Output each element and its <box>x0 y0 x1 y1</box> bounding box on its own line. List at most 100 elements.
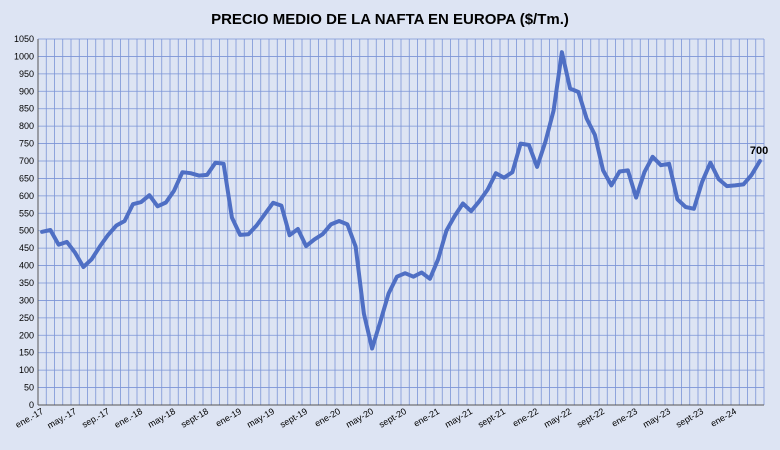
data-point <box>65 240 69 244</box>
data-point <box>98 244 102 248</box>
x-tick-label: ene-23 <box>610 406 639 429</box>
data-point <box>543 140 547 144</box>
data-point <box>601 168 605 172</box>
data-point <box>362 312 366 316</box>
data-point <box>494 171 498 175</box>
y-tick-label: 500 <box>19 226 34 236</box>
x-tick-label: ene-21 <box>412 406 441 429</box>
data-point <box>741 182 745 186</box>
data-point <box>172 189 176 193</box>
y-tick-label: 650 <box>19 173 34 183</box>
data-point <box>519 142 523 146</box>
data-point <box>321 232 325 236</box>
data-point <box>73 251 77 255</box>
y-tick-label: 850 <box>19 104 34 114</box>
data-point <box>403 271 407 275</box>
data-point <box>725 184 729 188</box>
y-tick-label: 100 <box>19 365 34 375</box>
data-point <box>90 257 94 261</box>
data-point <box>444 229 448 233</box>
x-tick-label: sept-23 <box>674 406 705 430</box>
data-point <box>246 232 250 236</box>
data-point <box>750 173 754 177</box>
data-point <box>48 228 52 232</box>
data-point <box>700 180 704 184</box>
data-point <box>609 183 613 187</box>
data-point <box>758 159 762 163</box>
data-point <box>164 200 168 204</box>
data-point <box>461 202 465 206</box>
data-point <box>222 162 226 166</box>
x-tick-label: ene-22 <box>511 406 540 429</box>
data-point <box>81 265 85 269</box>
x-tick-label: sept-22 <box>575 406 606 430</box>
data-point <box>684 205 688 209</box>
data-point <box>527 143 531 147</box>
data-point <box>213 161 217 165</box>
data-point <box>255 223 259 227</box>
x-tick-label: may-21 <box>443 406 474 430</box>
data-point <box>502 176 506 180</box>
data-point <box>634 196 638 200</box>
data-point <box>345 222 349 226</box>
data-point <box>560 50 564 54</box>
data-point <box>593 133 597 137</box>
y-tick-label: 250 <box>19 313 34 323</box>
y-tick-label: 750 <box>19 139 34 149</box>
y-tick-label: 450 <box>19 243 34 253</box>
x-tick-label: ene.-18 <box>113 406 144 430</box>
y-tick-label: 300 <box>19 295 34 305</box>
data-point <box>395 275 399 279</box>
data-point <box>279 204 283 208</box>
y-tick-label: 1050 <box>14 34 34 44</box>
data-point <box>288 233 292 237</box>
data-point <box>189 171 193 175</box>
data-point <box>147 193 151 197</box>
data-point <box>708 161 712 165</box>
y-tick-label: 0 <box>29 400 34 410</box>
data-point <box>57 243 61 247</box>
x-tick-label: sept-21 <box>476 406 507 430</box>
y-tick-label: 200 <box>19 330 34 340</box>
data-point <box>296 227 300 231</box>
data-point <box>477 199 481 203</box>
series-line <box>40 50 762 351</box>
data-point <box>576 90 580 94</box>
data-point <box>354 244 358 248</box>
x-tick-label: may.-17 <box>46 406 79 431</box>
data-point <box>197 174 201 178</box>
data-point <box>114 223 118 227</box>
y-tick-label: 150 <box>19 348 34 358</box>
data-point <box>156 204 160 208</box>
data-point <box>659 163 663 167</box>
x-tick-label: ene-20 <box>313 406 342 429</box>
data-point <box>692 207 696 211</box>
x-tick-label: ene-19 <box>214 406 243 429</box>
y-tick-label: 700 <box>19 156 34 166</box>
data-point <box>420 271 424 275</box>
data-point <box>453 214 457 218</box>
data-point <box>651 155 655 159</box>
y-tick-label: 1000 <box>14 51 34 61</box>
data-point <box>626 168 630 172</box>
data-point <box>510 170 514 174</box>
y-tick-label: 350 <box>19 278 34 288</box>
x-tick-label: sept-18 <box>179 406 210 430</box>
y-tick-label: 550 <box>19 208 34 218</box>
data-point <box>411 275 415 279</box>
y-tick-label: 600 <box>19 191 34 201</box>
data-point <box>271 201 275 205</box>
data-point <box>40 230 44 234</box>
x-tick-label: ene-24 <box>709 406 738 429</box>
y-tick-label: 400 <box>19 261 34 271</box>
x-tick-label: may-20 <box>344 406 375 430</box>
y-tick-label: 800 <box>19 121 34 131</box>
data-point <box>230 215 234 219</box>
x-tick-label: sept-20 <box>377 406 408 430</box>
data-point <box>667 162 671 166</box>
data-point <box>205 173 209 177</box>
data-point <box>378 319 382 323</box>
chart-title: PRECIO MEDIO DE LA NAFTA EN EUROPA ($/Tm… <box>211 11 569 28</box>
data-point <box>139 200 143 204</box>
